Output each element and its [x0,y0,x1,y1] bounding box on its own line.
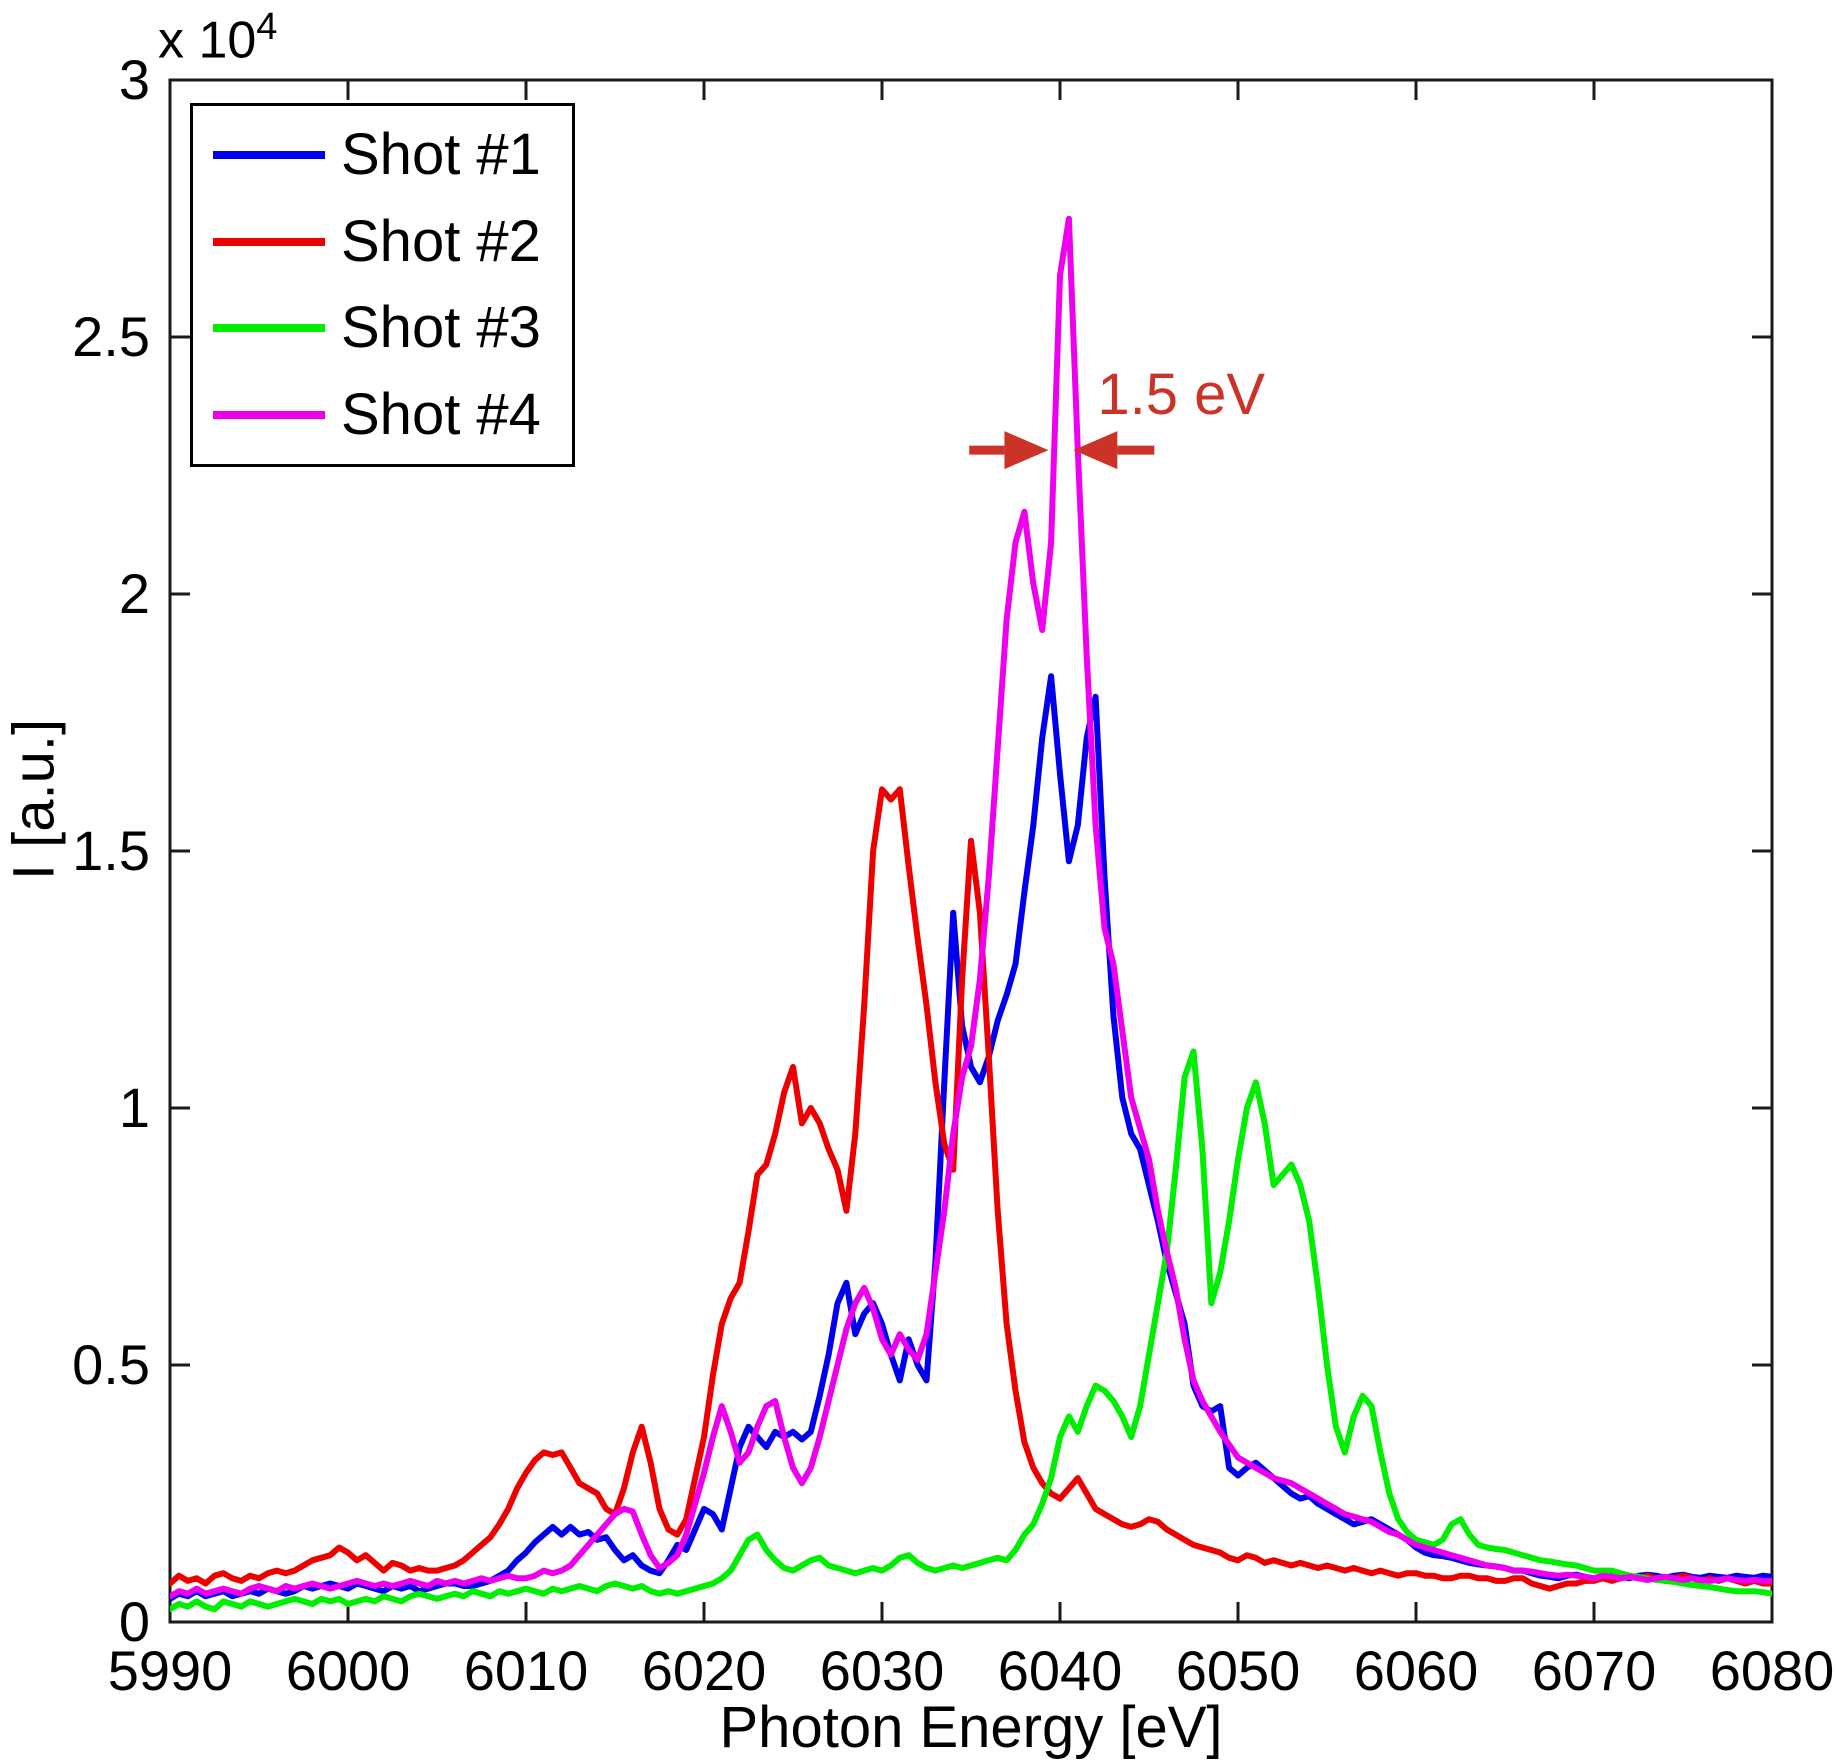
legend-item-shot-1: Shot #1 [213,126,572,184]
y-scale-exponent: 4 [256,6,278,48]
legend: Shot #1 Shot #2 Shot #3 Shot #4 [190,103,575,467]
y-axis-label: I [a.u.] [1,718,67,881]
x-tick-label: 6080 [1709,1639,1835,1702]
y-axis-scale-label: x 104 [158,6,277,70]
x-tick-label: 6060 [1353,1639,1479,1702]
curve-shot-1 [170,673,1772,1602]
y-tick-label: 0.5 [72,1333,150,1396]
y-tick-label: 1 [118,1076,150,1139]
legend-item-label: Shot #4 [341,381,541,447]
x-tick-label: 6010 [463,1639,589,1702]
x-tick-label: 6050 [1175,1639,1301,1702]
x-tick-label: 6040 [997,1639,1123,1702]
legend-item-shot-3: Shot #3 [213,299,572,357]
legend-item-label: Shot #3 [341,295,541,361]
legend-item-shot-4: Shot #4 [213,381,572,447]
y-tick-label: 3 [118,48,150,111]
y-tick-label: 1.5 [72,819,150,882]
curve-shot-2 [170,786,1772,1592]
legend-line-sample [213,410,325,419]
x-tick-label: 6030 [819,1639,945,1702]
legend-line-sample [213,237,325,246]
annotation-arrowhead [1073,431,1118,470]
legend-item-label: Shot #1 [341,122,541,188]
y-tick-label: 2 [118,562,150,625]
legend-line-sample [213,151,325,160]
curve-shot-3 [170,1048,1772,1613]
x-axis-label: Photon Energy [eV] [719,1695,1223,1760]
x-tick-label: 6020 [641,1639,767,1702]
legend-line-sample [213,324,325,333]
legend-item-shot-2: Shot #2 [213,208,572,274]
y-tick-label: 0 [118,1590,150,1653]
y-tick-label: 2.5 [72,305,150,368]
legend-item-label: Shot #2 [341,208,541,274]
x-tick-label: 6070 [1531,1639,1657,1702]
x-tick-label: 5990 [107,1639,233,1702]
x-tick-label: 6000 [285,1639,411,1702]
curve-shot-4 [170,215,1772,1600]
y-scale-base: x 10 [158,11,257,70]
annotation-label: 1.5 eV [1097,362,1265,427]
annotation-arrowhead [1004,431,1049,470]
